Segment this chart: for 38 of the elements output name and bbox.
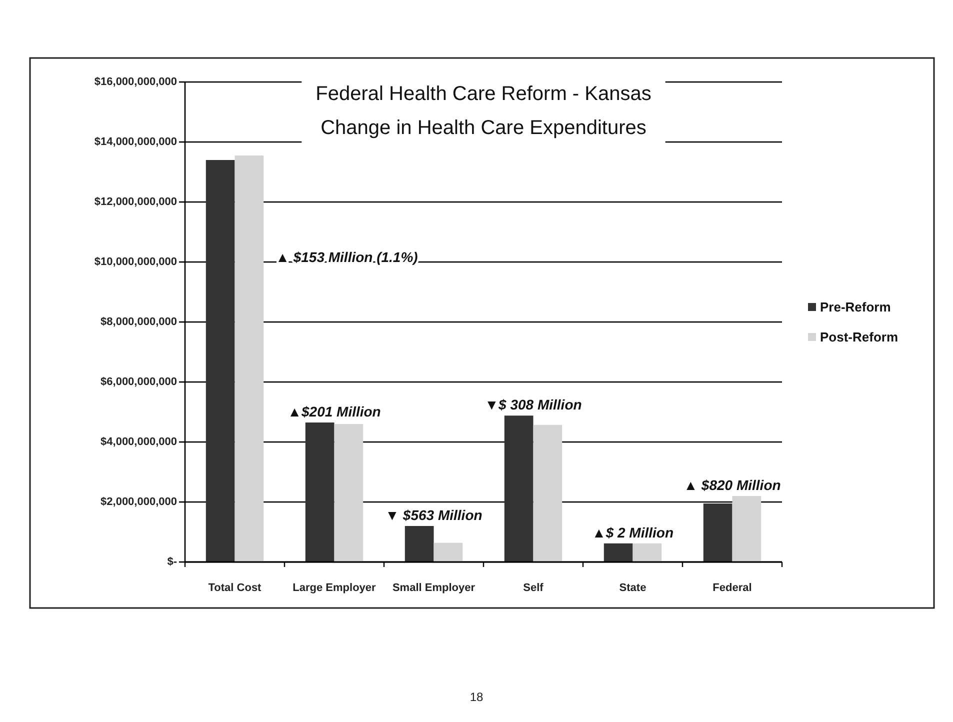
text: Change in Health Care Expenditures [320,117,646,139]
chart-title: Federal Health Care Reform - Kansas [316,83,652,105]
legend-label: Post-Reform [820,330,898,344]
bar [305,422,334,562]
x-tick-label: Self [523,582,544,594]
annotation: ▲$ 2 Million [592,524,674,540]
x-tick-label: State [619,582,646,594]
bar [703,504,732,562]
annotation: ▲ $153 Million (1.1%) [276,249,418,266]
annotation: ▼$ 308 Million [484,396,582,413]
bar [604,543,633,562]
x-tick-label: Total Cost [208,582,262,594]
bar [206,160,235,562]
annotation: ▲$201 Million [288,404,381,420]
bar [434,542,463,562]
y-tick-label: $8,000,000,000 [100,316,177,328]
x-tick-label: Small Employer [392,582,476,594]
y-tick-label: $4,000,000,000 [100,436,177,448]
bar [504,416,534,562]
annotation: ▲ $820 Million [684,477,781,493]
y-tick-label: $- [167,556,178,568]
bar [234,156,264,562]
legend-label: Pre-Reform [820,300,891,314]
bar [732,496,762,562]
x-tick-label: Large Employer [292,582,377,594]
y-tick-label: $10,000,000,000 [94,256,177,268]
x-tick-label: Federal [712,582,752,594]
y-tick-label: $6,000,000,000 [100,376,177,388]
bar [632,543,662,562]
bar [334,424,364,562]
y-tick-label: $14,000,000,000 [94,136,177,148]
y-tick-label: $12,000,000,000 [94,196,177,208]
text: 18 [470,690,484,704]
annotation: ▼ $563 Million [385,507,482,523]
y-tick-label: $2,000,000,000 [100,496,177,508]
y-tick-label: $16,000,000,000 [94,76,177,88]
bar [533,424,562,562]
bar [404,526,434,562]
